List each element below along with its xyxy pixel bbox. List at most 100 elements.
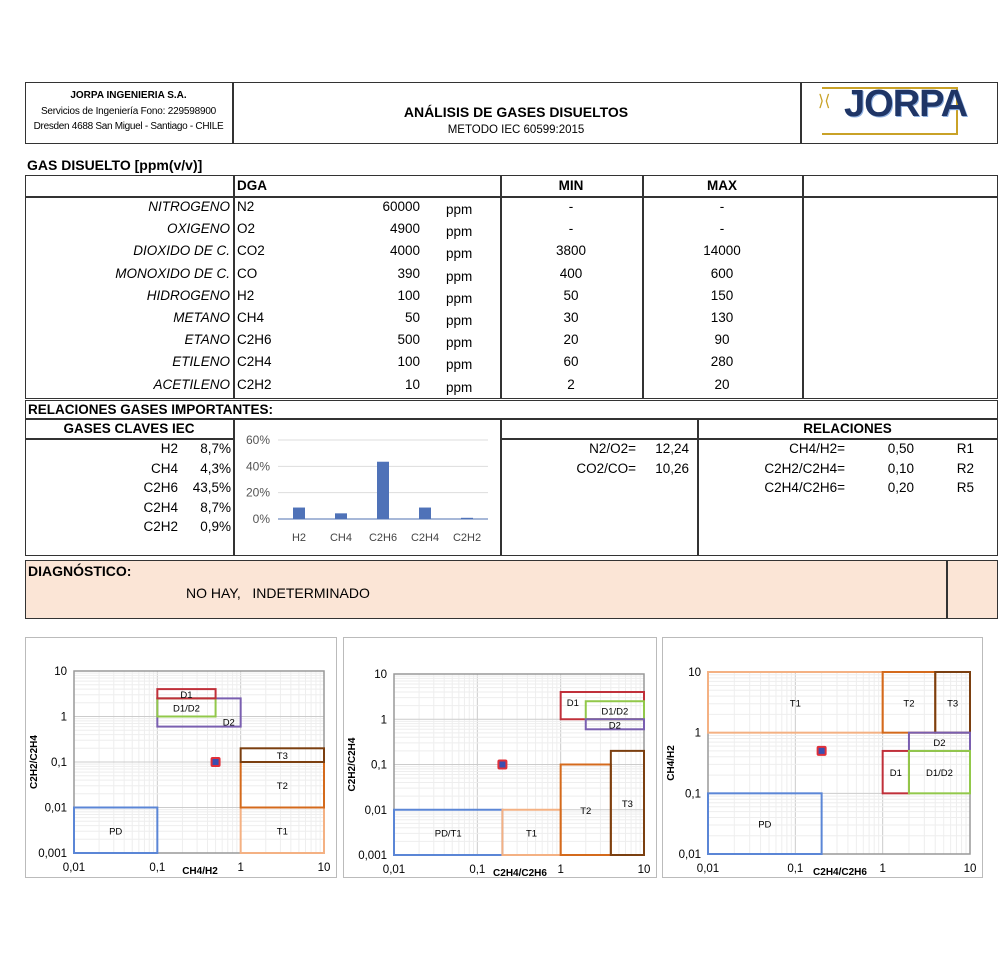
gas-formula: C2H4 <box>237 354 272 370</box>
gas-unit: ppm <box>446 290 473 306</box>
x-tick-label: 1 <box>879 863 885 875</box>
region-t3 <box>239 747 326 764</box>
key-gas-name: C2H2 <box>143 519 178 534</box>
gas-min: 3800 <box>555 243 587 259</box>
gas-unit: ppm <box>446 313 473 328</box>
y-tick-label: 0,1 <box>685 788 701 800</box>
x-axis-title: C2H4/C2H6 <box>813 867 867 878</box>
bar-h2 <box>293 507 305 519</box>
x-tick-label: C2H2 <box>453 532 481 544</box>
gas-value: 100 <box>397 287 420 303</box>
gas-max: 600 <box>710 265 734 281</box>
ratio-code: R2 <box>956 460 974 476</box>
gas-unit: ppm <box>446 224 473 240</box>
gas-unit: ppm <box>446 379 473 395</box>
y-tick-label: 60% <box>246 433 270 447</box>
y-axis-title: C2H2/C2H4 <box>29 735 40 789</box>
gas-formula: N2 <box>237 199 255 214</box>
region-pd <box>707 792 823 855</box>
region-label: D1/D2 <box>601 707 628 718</box>
region-label: T2 <box>903 698 914 709</box>
region-label: PD <box>109 826 122 837</box>
y-axis-title: CH4/H2 <box>666 745 677 781</box>
gas-min: 50 <box>563 287 579 303</box>
gas-formula: O2 <box>237 221 256 237</box>
region-label: D1/D2 <box>173 703 200 714</box>
key-gas-pct: 43,5% <box>192 480 231 495</box>
key-gas-pct: 8,7% <box>200 441 231 456</box>
gas-formula: H2 <box>237 287 255 303</box>
ratio-code: R1 <box>956 441 974 456</box>
region-pd <box>73 806 159 854</box>
gas-table <box>25 175 998 399</box>
bar-c2h4 <box>419 507 431 519</box>
gas-unit: ppm <box>446 202 473 217</box>
col-min: MIN <box>558 178 584 193</box>
ratio-value: 10,26 <box>655 460 689 476</box>
key-gases-bar-chart: 0% 20% 40% 60% H2 CH4 C2H6 C2H4 C2H2 <box>246 433 488 544</box>
duval-plot-ch4h2: 0,01 0,1 1 10 0,001 0,01 0,1 1 10 CH4/H2 C2H2/C2H4… <box>25 637 337 878</box>
x-tick-label: 0,01 <box>63 862 85 874</box>
company-address: Dresden 4688 San Miguel - Santiago - CHI… <box>33 121 224 132</box>
gas-min: 30 <box>563 310 579 325</box>
duval-plot-c2h4c2h6: 0,01 0,1 1 10 0,001 0,01 0,1 1 10 C2H4/C2H6 C2H2/C… <box>343 637 657 878</box>
y-tick-label: 20% <box>246 486 270 500</box>
sample-point <box>210 757 221 767</box>
ratio-label: CO2/CO= <box>576 460 636 476</box>
duval-plot-ch4h2-vs-c2h4c2h6: 0,01 0,1 1 10 0,01 0,1 1 10 C2H4/C2H6 CH4/H2 T1 T2 T… <box>662 637 983 878</box>
key-gas-name: H2 <box>160 441 178 456</box>
gas-value: 500 <box>397 332 420 348</box>
gas-min: 2 <box>567 376 575 392</box>
bar-c2h2 <box>461 517 473 519</box>
y-tick-label: 0,01 <box>365 805 387 817</box>
x-tick-label: C2H6 <box>369 532 397 544</box>
gas-unit: ppm <box>446 268 473 284</box>
relations-section <box>25 400 998 556</box>
ratio-label: N2/O2= <box>589 441 636 456</box>
relations-title: RELACIONES GASES IMPORTANTES: <box>28 402 274 417</box>
report-header <box>25 82 998 144</box>
x-axis-title: CH4/H2 <box>182 866 218 877</box>
key-gas-pct: 4,3% <box>200 460 231 476</box>
page-title: ANÁLISIS DE GASES DISUELTOS <box>403 104 629 120</box>
gas-formula: CH4 <box>237 310 265 325</box>
key-gas-name: C2H4 <box>143 499 178 515</box>
region-label: D1 <box>890 768 902 779</box>
y-tick-label: 0,01 <box>679 849 701 861</box>
gas-max: 90 <box>714 332 730 348</box>
company-services: Servicios de Ingeniería Fono: 229598900 <box>40 106 217 117</box>
sample-point <box>497 759 508 770</box>
region-label: T3 <box>277 751 288 762</box>
gas-value: 10 <box>404 376 420 392</box>
ratio-value: 12,24 <box>655 441 689 456</box>
x-tick-label: 0,1 <box>469 864 485 876</box>
region-label: T1 <box>790 698 801 709</box>
gas-max: - <box>719 199 725 214</box>
plot-area <box>707 671 971 855</box>
region-label: D2 <box>933 738 945 749</box>
gas-section-title: GAS DISUELTO [ppm(v/v)] <box>27 157 203 173</box>
ratio-value: 0,50 <box>887 441 914 456</box>
ratio-code: R5 <box>956 480 974 495</box>
bar-ch4 <box>335 513 347 519</box>
region-label: T1 <box>526 828 537 839</box>
gas-min: 20 <box>563 332 579 348</box>
x-tick-label: 10 <box>638 864 651 876</box>
ratios-title: RELACIONES <box>803 421 892 436</box>
y-tick-label: 40% <box>246 459 270 473</box>
y-tick-label: 1 <box>695 728 701 740</box>
region-label: T2 <box>277 781 288 792</box>
region-label: D2 <box>609 720 621 731</box>
ratio-label: CH4/H2= <box>789 441 845 456</box>
region-label: T3 <box>947 698 958 709</box>
gas-name: MONOXIDO DE C. <box>115 265 230 281</box>
x-tick-label: 10 <box>318 862 331 874</box>
region-t3 <box>609 749 645 856</box>
y-tick-label: 1 <box>381 714 387 726</box>
gas-min: - <box>568 221 574 237</box>
x-tick-label: CH4 <box>330 532 352 544</box>
ratio-label: C2H4/C2H6= <box>764 480 845 495</box>
x-tick-label: H2 <box>292 532 306 544</box>
diagnosis-box <box>25 560 998 619</box>
gas-max: 130 <box>710 310 734 325</box>
